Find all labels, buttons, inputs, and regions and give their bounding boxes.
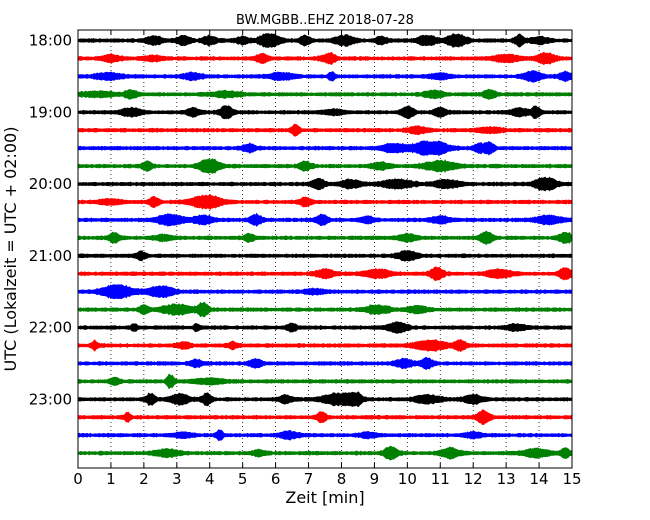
trace-2245 bbox=[77, 373, 573, 390]
trace-2315 bbox=[77, 409, 573, 426]
x-tick-label: 12 bbox=[464, 470, 483, 488]
trace-2230 bbox=[77, 356, 573, 371]
x-axis-label: Zeit [min] bbox=[285, 488, 364, 507]
trace-2130 bbox=[77, 284, 573, 300]
x-tick-label: 14 bbox=[530, 470, 549, 488]
x-tick-label: 9 bbox=[370, 470, 380, 488]
trace-2000 bbox=[77, 176, 573, 192]
x-tick-label: 15 bbox=[562, 470, 581, 488]
trace-2215 bbox=[77, 338, 573, 353]
chart-title: BW.MGBB..EHZ 2018-07-28 bbox=[236, 13, 414, 28]
x-tick-label: 3 bbox=[172, 470, 182, 488]
trace-1830 bbox=[77, 69, 573, 83]
trace-2115 bbox=[77, 266, 573, 282]
x-tick-label: 7 bbox=[304, 470, 314, 488]
y-tick-label: 22:00 bbox=[29, 319, 72, 337]
trace-2030 bbox=[77, 212, 573, 227]
y-tick-label: 18:00 bbox=[29, 32, 72, 50]
trace-2015 bbox=[77, 194, 573, 210]
y-tick-label: 20:00 bbox=[29, 175, 72, 193]
trace-1900 bbox=[77, 105, 573, 120]
x-tick-label: 1 bbox=[106, 470, 116, 488]
x-tick-label: 0 bbox=[73, 470, 83, 488]
axis-ticks: 0 1 2 3 4 5 6 7 8 9 10 11 12 13 14 1518:0019:0020:0021:… bbox=[29, 30, 582, 488]
x-tick-label: 2 bbox=[139, 470, 149, 488]
x-tick-label: 6 bbox=[271, 470, 281, 488]
plot-frame bbox=[77, 29, 573, 469]
trace-1915 bbox=[77, 123, 573, 137]
trace-1800 bbox=[77, 33, 573, 48]
y-tick-label: 21:00 bbox=[29, 247, 72, 265]
trace-2100 bbox=[77, 249, 573, 262]
trace-1930 bbox=[77, 140, 573, 156]
x-tick-label: 11 bbox=[431, 470, 450, 488]
trace-1945 bbox=[77, 158, 573, 174]
seismic-traces bbox=[77, 33, 573, 461]
trace-2045 bbox=[77, 230, 573, 245]
trace-2300 bbox=[77, 391, 573, 408]
trace-2345 bbox=[77, 445, 573, 461]
x-tick-label: 4 bbox=[205, 470, 215, 488]
x-tick-label: 5 bbox=[238, 470, 248, 488]
y-axis-label: UTC (Lokalzeit = UTC + 02:00) bbox=[1, 127, 20, 372]
trace-1815 bbox=[77, 51, 573, 66]
trace-2200 bbox=[77, 321, 573, 334]
trace-2330 bbox=[77, 429, 573, 441]
trace-2145 bbox=[77, 301, 573, 318]
x-tick-label: 10 bbox=[398, 470, 417, 488]
y-tick-label: 23:00 bbox=[29, 390, 72, 408]
x-tick-label: 13 bbox=[497, 470, 516, 488]
trace-1845 bbox=[77, 88, 573, 100]
x-tick-label: 8 bbox=[337, 470, 347, 488]
y-tick-label: 19:00 bbox=[29, 103, 72, 121]
